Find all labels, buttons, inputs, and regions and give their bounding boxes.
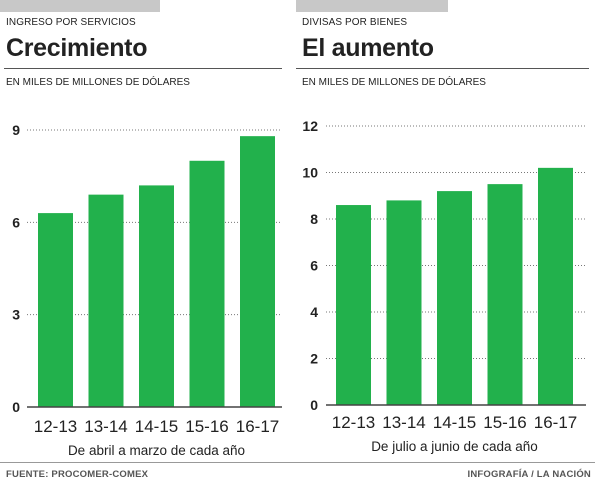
y-tick-label: 0 <box>12 399 20 415</box>
bar-12-13 <box>38 213 73 407</box>
chart-title: El aumento <box>302 34 434 62</box>
chart-title: Crecimiento <box>6 34 148 62</box>
bar-16-17 <box>538 167 573 405</box>
x-tick-label: 12-13 <box>332 413 375 432</box>
bar-13-14 <box>88 194 124 407</box>
title-rule <box>296 68 589 69</box>
y-tick-label: 3 <box>12 307 20 323</box>
chart-unit-label: EN MILES DE MILLONES DE DÓLARES <box>6 77 190 88</box>
footer-credit: INFOGRAFÍA / LA NACIÓN <box>467 469 591 480</box>
x-tick-label: 15-16 <box>185 417 228 436</box>
y-tick-label: 0 <box>310 397 318 413</box>
bar-chart-servicios: 0 3 6 9 12-13 13-14 14-15 15-16 16-17 De abril a … <box>12 122 282 458</box>
y-tick-label: 6 <box>310 258 318 274</box>
bar-15-16 <box>487 184 523 405</box>
bar-14-15 <box>139 185 174 407</box>
x-tick-label: 16-17 <box>534 413 577 432</box>
x-tick-label: 14-15 <box>135 417 178 436</box>
y-tick-label: 4 <box>310 304 318 320</box>
x-tick-label: 12-13 <box>34 417 77 436</box>
y-tick-label: 6 <box>12 214 20 230</box>
x-tick-label: 13-14 <box>84 417 127 436</box>
x-axis-label: De julio a junio de cada año <box>371 439 538 454</box>
bar-14-15 <box>437 191 472 405</box>
x-tick-label: 15-16 <box>483 413 526 432</box>
panel-top-bar <box>0 0 160 12</box>
y-tick-label: 12 <box>302 118 318 134</box>
chart-kicker: DIVISAS POR BIENES <box>302 17 408 28</box>
bar-16-17 <box>240 136 275 407</box>
chart-unit-label: EN MILES DE MILLONES DE DÓLARES <box>302 77 486 88</box>
bar-13-14 <box>386 200 422 405</box>
x-tick-label: 14-15 <box>433 413 476 432</box>
y-tick-label: 2 <box>310 351 318 367</box>
x-axis-label: De abril a marzo de cada año <box>68 443 245 458</box>
title-rule <box>4 68 282 69</box>
x-tick-label: 16-17 <box>236 417 279 436</box>
y-tick-label: 8 <box>310 211 318 227</box>
x-tick-label: 13-14 <box>382 413 425 432</box>
y-tick-label: 10 <box>302 165 318 181</box>
bar-12-13 <box>336 205 371 405</box>
bar-chart-bienes: 0 2 4 6 8 10 12 12-13 13-14 14-15 15-16 16-17 De jul… <box>302 118 586 454</box>
footer-source: FUENTE: PROCOMER-COMEX <box>6 469 149 480</box>
panel-top-bar <box>296 0 448 12</box>
bar-15-16 <box>189 160 225 407</box>
y-tick-label: 9 <box>12 122 20 138</box>
chart-kicker: INGRESO POR SERVICIOS <box>6 17 136 28</box>
footer-rule <box>0 462 595 463</box>
